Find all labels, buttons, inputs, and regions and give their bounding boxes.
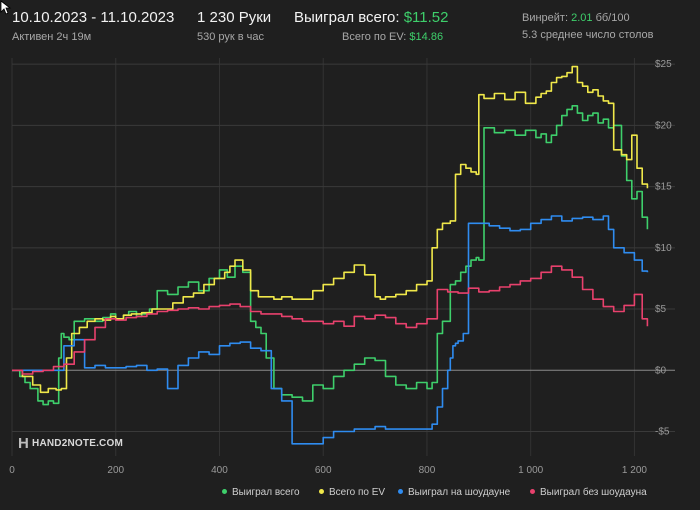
chart-grid — [11, 58, 675, 456]
series-line-1 — [12, 65, 649, 394]
x-tick-label: 400 — [211, 465, 228, 476]
y-tick-label: $20 — [655, 120, 672, 131]
y-tick-label: $0 — [655, 365, 667, 376]
active-time: Активен 2ч 19м — [12, 31, 92, 43]
legend-label: Выиграл всего — [232, 487, 300, 498]
y-tick-label: $5 — [655, 304, 667, 315]
ev-total-value: $14.86 — [409, 31, 444, 43]
x-tick-label: 0 — [9, 465, 15, 476]
hands-per-hour: 530 рук в час — [197, 31, 265, 43]
mouse-cursor-icon — [0, 0, 12, 15]
legend-blue-dot — [398, 488, 403, 494]
y-axis-labels: -$5 $0 $5 $10 $15 $20 $25 — [655, 59, 672, 437]
won-total: Выиграл всего: $11.52 — [294, 9, 448, 26]
legend-yellow-dot — [319, 488, 324, 494]
y-tick-label: $15 — [655, 182, 672, 193]
hand2note-mark-icon: H — [18, 435, 30, 452]
won-total-label: Выиграл всего: — [294, 9, 400, 26]
y-tick-label: $25 — [655, 59, 672, 70]
legend-label: Выиграл без шоудауна — [540, 487, 647, 498]
y-tick-label: $10 — [655, 243, 672, 254]
winrate-value: 2.01 — [571, 12, 593, 24]
legend-pink-dot — [530, 488, 535, 494]
x-axis-labels: 0 200 400 600 800 1 000 1 200 — [9, 465, 647, 476]
x-tick-label: 1 200 — [622, 465, 647, 476]
legend-item-ev[interactable]: Всего по EV — [319, 487, 385, 498]
x-tick-label: 200 — [107, 465, 124, 476]
series-line-0 — [12, 105, 649, 406]
legend-item-non-showdown[interactable]: Выиграл без шоудауна — [530, 487, 647, 498]
chart: -$5 $0 $5 $10 $15 $20 $25 0 200 400 600 800 1 000 1 … — [9, 58, 675, 476]
x-tick-label: 800 — [419, 465, 436, 476]
hands-count: 1 230 Руки — [197, 9, 272, 26]
x-tick-label: 1 000 — [518, 465, 543, 476]
legend-label: Всего по EV — [329, 487, 386, 498]
stats-header: 10.10.2023 - 11.10.2023 Активен 2ч 19м 1… — [0, 0, 700, 50]
legend-item-won-total[interactable]: Выиграл всего — [222, 487, 300, 498]
avg-tables: 5.3 среднее число столов — [522, 29, 654, 41]
x-tick-label: 600 — [315, 465, 332, 476]
winrate: Винрейт: 2.01 бб/100 — [522, 12, 630, 24]
hand2note-logo: H HAND2NOTE.COM — [18, 435, 123, 452]
date-range: 10.10.2023 - 11.10.2023 — [12, 9, 175, 26]
winrate-unit: бб/100 — [595, 12, 630, 24]
legend-label: Выиграл на шоудауне — [408, 487, 511, 498]
winrate-label: Винрейт: — [522, 12, 569, 24]
series-line-2 — [12, 215, 649, 445]
series-line-3 — [12, 265, 649, 375]
ev-total: Всего по EV: $14.86 — [342, 31, 443, 43]
ev-total-label: Всего по EV: — [342, 31, 407, 43]
y-tick-label: -$5 — [655, 427, 670, 438]
legend-item-showdown[interactable]: Выиграл на шоудауне — [398, 487, 510, 498]
legend-green-dot — [222, 488, 227, 494]
chart-series — [12, 65, 649, 445]
won-total-value: $11.52 — [403, 9, 449, 26]
